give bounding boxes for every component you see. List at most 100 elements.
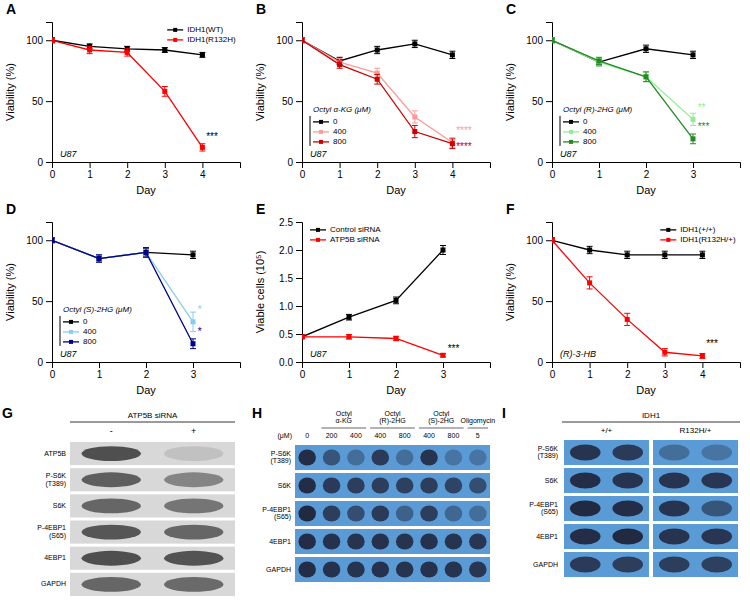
panel: 01234050100DayViability (%)U87***IDH1(WT… [4,23,241,197]
point [52,38,55,43]
error-bar-cap [699,251,705,252]
error-bar-cap [124,56,130,57]
point [412,41,417,46]
error-bar-cap [587,288,593,289]
tick-mark [146,362,147,368]
tick-label: 3 [163,169,169,180]
band [164,551,223,566]
band [164,472,223,487]
band-label: 4EBP1 [269,537,291,544]
band [659,445,690,461]
legend-item: IDH1(WT) [167,25,223,34]
tick-label: 0 [37,157,43,168]
tick-mark [546,162,552,163]
band-label: P-4EBP1(S65) [529,501,558,517]
tick-label: 2 [625,369,631,380]
band-label: S6K [53,502,67,509]
tick-label: 0.5 [279,329,293,340]
tick-label: 0 [300,169,306,180]
axis-line [53,163,241,169]
text-line: GAPDH [266,565,291,572]
tick-mark [396,362,397,368]
point [191,252,196,257]
band [372,450,390,466]
error-bar-cap [596,65,602,66]
point [162,48,167,53]
tick-label: 50 [532,96,544,107]
annotation: *** [448,343,460,354]
axis-line [303,163,491,169]
error-bar-cap [143,257,149,258]
band [570,501,601,517]
point [662,350,667,355]
error-bar-cap [690,58,696,59]
axis-line [53,363,241,369]
tick: 2 [125,162,131,180]
band [323,506,341,522]
band-label: GAPDH [266,565,291,572]
point [625,317,630,322]
blot-background [295,529,490,554]
tick: 100 [526,35,552,46]
tick-label: 100 [26,35,43,46]
tick-mark [296,162,302,163]
text-line: P-4EBP1 [262,506,291,513]
error-bar-cap [124,48,130,49]
tick-label: 0 [537,157,543,168]
error-bar-cap [143,247,149,248]
tick-label: 0 [300,369,306,380]
blot-background [70,573,235,596]
error-bar-cap [587,253,593,254]
legend-title: Octyl (R)-2HG (μM) [563,105,633,114]
text-line: (S65) [49,532,66,540]
band [82,472,141,487]
tick-mark [546,362,552,363]
tick-mark [702,362,703,368]
plot-area [52,38,205,151]
plot-area [302,246,446,358]
error-bar [302,38,305,43]
band-label: GAPDH [533,560,558,567]
tick-label: 3 [691,169,697,180]
error-bar-cap [412,137,418,138]
tick-mark [296,334,302,335]
axis-line [296,223,303,363]
tick-mark [546,240,552,241]
tick-label: 1 [597,169,603,180]
x-axis-title: Day [136,184,156,196]
tick-mark [296,40,302,41]
header-line [70,422,235,423]
band [347,562,365,578]
tick: 3 [441,362,447,380]
legend-marker [569,140,573,144]
point [552,238,555,243]
band [469,450,487,466]
band [323,562,341,578]
error-bar-cap [662,251,668,252]
x-axis-title: Day [386,384,406,396]
annotation: U87 [560,149,578,159]
axis-line [46,23,53,163]
band [701,529,732,545]
series [302,38,455,148]
tick: 0 [300,362,306,380]
text-line: P-4EBP1 [37,524,66,531]
error-bar-cap [449,58,455,59]
point [347,315,352,320]
tick-mark [165,162,166,168]
band-label: P-4EBP1(S65) [37,524,66,540]
point [450,52,455,57]
series [552,238,705,359]
error-bar [412,40,418,47]
point [441,248,446,253]
series-line [302,40,452,143]
band [396,450,414,466]
error-bar-cap [624,258,630,259]
plot-area [552,238,705,359]
point [552,38,555,43]
series-line [552,240,702,356]
legend-item: 800 [63,337,97,346]
error-bar-cap [643,81,649,82]
tick-label: 50 [532,296,544,307]
blot-background [295,501,490,526]
